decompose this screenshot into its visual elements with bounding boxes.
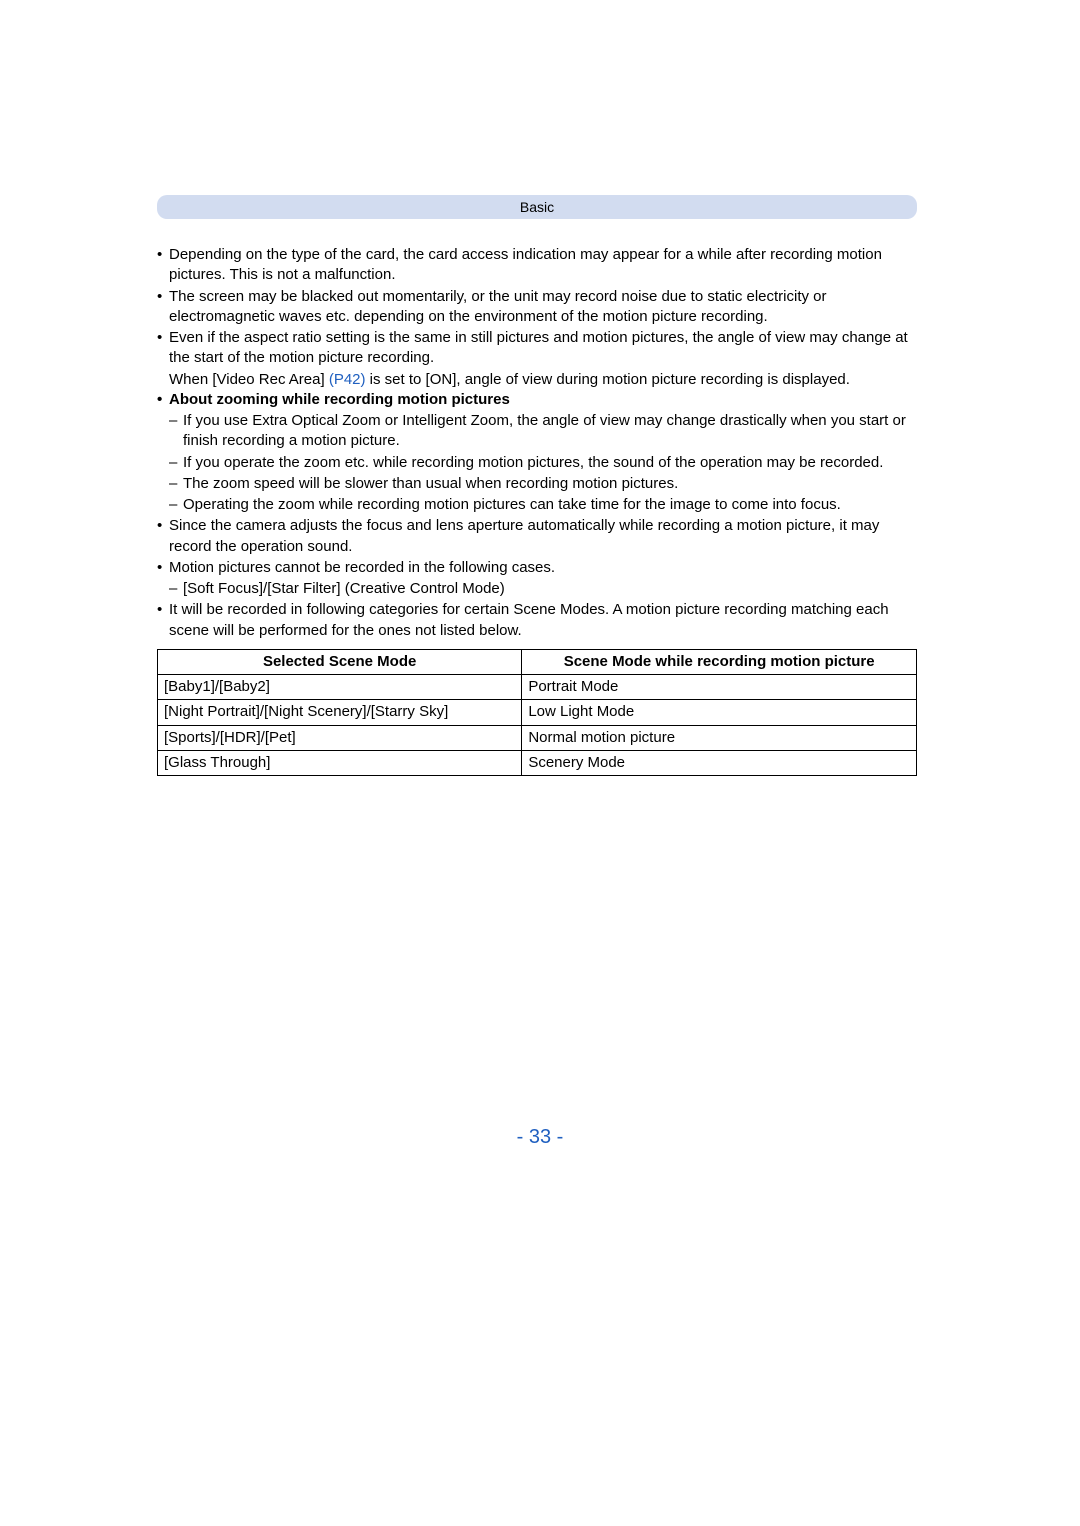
bullet-item: • Even if the aspect ratio setting is th… xyxy=(157,328,917,369)
bullet-dot: • xyxy=(157,287,169,328)
sub-bullet-text: The zoom speed will be slower than usual… xyxy=(183,474,917,494)
sub-bullet-text: If you operate the zoom etc. while recor… xyxy=(183,453,917,473)
bullet-item: • Motion pictures cannot be recorded in … xyxy=(157,558,917,578)
bullet-dot: • xyxy=(157,328,169,369)
sub-bullet-text: [Soft Focus]/[Star Filter] (Creative Con… xyxy=(183,579,917,599)
bullet-item: • About zooming while recording motion p… xyxy=(157,390,917,410)
dash-icon: – xyxy=(169,453,183,473)
table-cell: Normal motion picture xyxy=(522,725,917,750)
bullet-text-bold: About zooming while recording motion pic… xyxy=(169,390,917,410)
dash-icon: – xyxy=(169,579,183,599)
header-title: Basic xyxy=(520,199,554,215)
table-cell: [Sports]/[HDR]/[Pet] xyxy=(158,725,522,750)
table-row: [Night Portrait]/[Night Scenery]/[Starry… xyxy=(158,700,917,725)
sub-bullet-text: If you use Extra Optical Zoom or Intelli… xyxy=(183,411,917,452)
bullet-text: Since the camera adjusts the focus and l… xyxy=(169,516,917,557)
sub-bullet-item: – If you use Extra Optical Zoom or Intel… xyxy=(157,411,917,452)
bullet-text: It will be recorded in following categor… xyxy=(169,600,917,641)
table-cell: Portrait Mode xyxy=(522,675,917,700)
table-header-row: Selected Scene Mode Scene Mode while rec… xyxy=(158,649,917,674)
page-number: - 33 - xyxy=(0,1126,1080,1149)
table-cell: [Glass Through] xyxy=(158,750,522,775)
section-header: Basic xyxy=(157,195,917,219)
bullet-text-part: Even if the aspect ratio setting is the … xyxy=(169,329,908,366)
bullet-item: • The screen may be blacked out momentar… xyxy=(157,287,917,328)
body-content: • Depending on the type of the card, the… xyxy=(157,245,917,776)
dash-icon: – xyxy=(169,411,183,452)
table-cell: Scenery Mode xyxy=(522,750,917,775)
bullet-item: • Depending on the type of the card, the… xyxy=(157,245,917,286)
bullet-continuation: When [Video Rec Area] (P42) is set to [O… xyxy=(157,370,917,390)
sub-bullet-item: – The zoom speed will be slower than usu… xyxy=(157,474,917,494)
bullet-text: Motion pictures cannot be recorded in th… xyxy=(169,558,917,578)
bullet-dot: • xyxy=(157,245,169,286)
sub-bullet-item: – Operating the zoom while recording mot… xyxy=(157,495,917,515)
sub-bullet-item: – If you operate the zoom etc. while rec… xyxy=(157,453,917,473)
dash-icon: – xyxy=(169,474,183,494)
table-cell: [Baby1]/[Baby2] xyxy=(158,675,522,700)
table-row: [Sports]/[HDR]/[Pet] Normal motion pictu… xyxy=(158,725,917,750)
bullet-text: The screen may be blacked out momentaril… xyxy=(169,287,917,328)
table-cell: Low Light Mode xyxy=(522,700,917,725)
page-content: Basic • Depending on the type of the car… xyxy=(157,195,917,776)
bullet-dot: • xyxy=(157,516,169,557)
dash-icon: – xyxy=(169,495,183,515)
table-row: [Glass Through] Scenery Mode xyxy=(158,750,917,775)
bullet-item: • Since the camera adjusts the focus and… xyxy=(157,516,917,557)
bullet-text: Even if the aspect ratio setting is the … xyxy=(169,328,917,369)
bullet-dot: • xyxy=(157,600,169,641)
bullet-dot: • xyxy=(157,558,169,578)
bullet-text: Depending on the type of the card, the c… xyxy=(169,245,917,286)
scene-mode-table: Selected Scene Mode Scene Mode while rec… xyxy=(157,649,917,776)
table-header: Selected Scene Mode xyxy=(158,649,522,674)
table-cell: [Night Portrait]/[Night Scenery]/[Starry… xyxy=(158,700,522,725)
table-row: [Baby1]/[Baby2] Portrait Mode xyxy=(158,675,917,700)
table-header: Scene Mode while recording motion pictur… xyxy=(522,649,917,674)
text-part: When [Video Rec Area] xyxy=(169,371,329,388)
bullet-item: • It will be recorded in following categ… xyxy=(157,600,917,641)
bullet-dot: • xyxy=(157,390,169,410)
sub-bullet-text: Operating the zoom while recording motio… xyxy=(183,495,917,515)
page-reference-link[interactable]: (P42) xyxy=(329,371,366,388)
sub-bullet-item: – [Soft Focus]/[Star Filter] (Creative C… xyxy=(157,579,917,599)
text-part: is set to [ON], angle of view during mot… xyxy=(366,371,850,388)
